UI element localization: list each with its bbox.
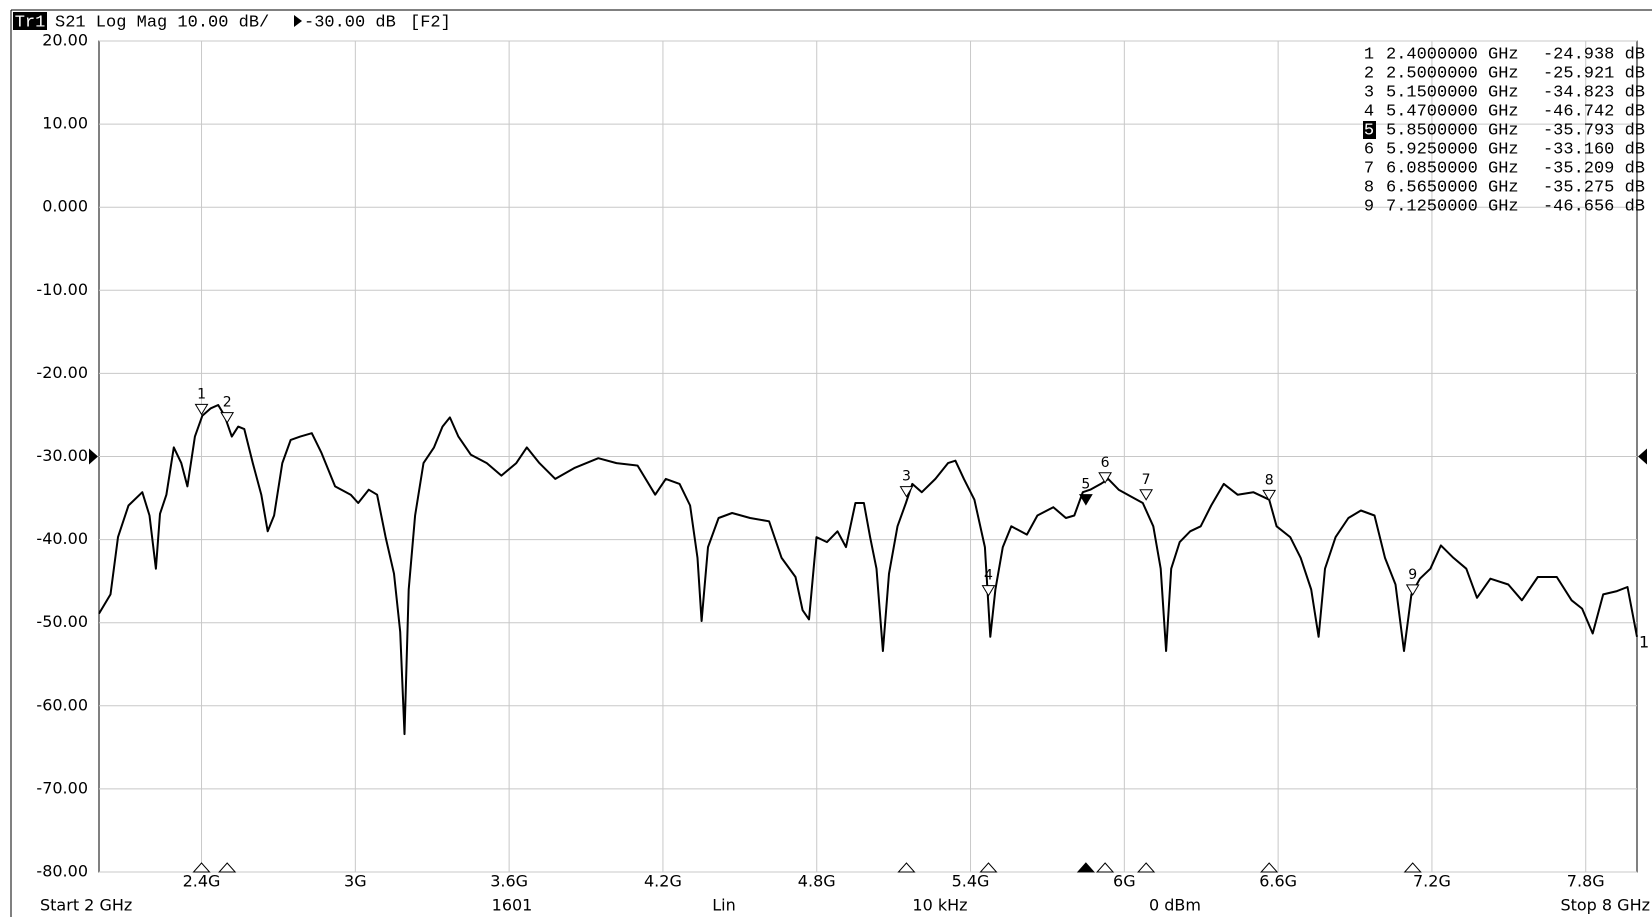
x-tick-label: 2.4G [183,872,221,891]
marker-table-number: 5 [1364,121,1374,140]
marker-number: 7 [1142,472,1151,488]
marker-axis-glyph [1403,862,1422,873]
marker-table-freq: 6.5650000 GHz [1386,178,1519,197]
ref-marker-left [89,448,98,465]
marker-axis-glyph [979,862,998,873]
y-tick-label: -50.00 [36,612,88,631]
marker-axis-glyph [1076,862,1095,873]
x-tick-label: 3G [344,872,367,891]
trace-line [98,404,1638,736]
y-tick-label: -20.00 [36,363,88,382]
marker-table-value: -34.823 dB [1543,83,1645,102]
marker-number: 3 [902,469,911,485]
marker-table-freq: 2.5000000 GHz [1386,64,1519,83]
trace-end-label: 1 [1639,632,1649,651]
y-tick-label: 0.000 [42,197,88,216]
marker-number: 4 [984,568,993,584]
footer-field: Stop 8 GHz [1560,896,1650,915]
x-tick-label: 6G [1113,872,1136,891]
marker-table-number: 8 [1364,178,1374,197]
active-marker-badge [1363,121,1376,139]
y-tick-label: -10.00 [36,280,88,299]
marker-table-value: -35.209 dB [1543,159,1645,178]
marker-table-freq: 7.1250000 GHz [1386,197,1519,216]
marker-table-freq: 6.0850000 GHz [1386,159,1519,178]
marker-glyph [220,412,235,424]
marker-number: 1 [197,386,206,402]
x-tick-label: 5.4G [952,872,990,891]
marker-table-number: 4 [1364,102,1374,121]
marker-axis-glyph [1137,862,1156,873]
marker-table-value: -35.793 dB [1543,121,1645,140]
marker-glyph [1405,584,1420,596]
x-tick-label: 6.6G [1259,872,1297,891]
marker-table-freq: 5.1500000 GHz [1386,83,1519,102]
marker-table-value: -46.742 dB [1543,102,1645,121]
y-tick-label: -70.00 [36,778,88,797]
marker-table-freq: 5.9250000 GHz [1386,140,1519,159]
marker-glyph [1262,489,1277,502]
marker-axis-glyph [1260,862,1279,873]
y-tick-label: -80.00 [36,862,88,881]
marker-glyph [899,486,914,498]
footer-field: Lin [712,896,736,915]
marker-number: 9 [1408,567,1417,583]
y-tick-label: -60.00 [36,695,88,714]
marker-number: 2 [223,395,232,411]
ref-glyph [294,15,302,27]
x-tick-label: 4.8G [798,872,836,891]
channel: [F2] [410,13,451,32]
trace-id: Tr1 [15,13,46,32]
marker-number: 8 [1265,472,1274,488]
y-tick-label: -30.00 [36,446,88,465]
footer-field: 1601 [492,896,533,915]
marker-table-value: -33.160 dB [1543,140,1645,159]
marker-table-value: -25.921 dB [1543,64,1645,83]
marker-number: 5 [1081,477,1090,493]
marker-table-value: -46.656 dB [1543,197,1645,216]
marker-table-value: -35.275 dB [1543,178,1645,197]
x-tick-label: 4.2G [644,872,682,891]
y-tick-label: 20.00 [42,31,88,50]
marker-table-value: -24.938 dB [1543,45,1645,64]
marker-glyph [1079,494,1093,506]
footer-field: 0 dBm [1149,896,1201,915]
marker-axis-glyph [897,862,916,873]
footer-field: 10 kHz [912,896,967,915]
x-tick-label: 7.2G [1413,872,1451,891]
footer-field: Start 2 GHz [40,896,132,915]
marker-table-number: 1 [1364,45,1374,64]
marker-table-number: 7 [1364,159,1374,178]
marker-table-number: 3 [1364,83,1374,102]
marker-number: 6 [1101,455,1110,471]
marker-glyph [194,403,209,416]
marker-glyph [1139,489,1154,501]
marker-axis-glyph [218,862,237,873]
x-tick-label: 3.6G [490,872,528,891]
trace-info: S21 Log Mag 10.00 dB/ [55,13,269,32]
x-tick-label: 7.8G [1567,872,1605,891]
marker-table-number: 6 [1364,140,1374,159]
reference-level: -30.00 dB [304,13,396,32]
marker-table-freq: 2.4000000 GHz [1386,45,1519,64]
marker-table-freq: 5.4700000 GHz [1386,102,1519,121]
marker-glyph [981,585,996,597]
marker-table-freq: 5.8500000 GHz [1386,121,1519,140]
ref-marker-right [1638,448,1647,465]
marker-glyph [1098,472,1112,484]
y-tick-label: 10.00 [42,114,88,133]
marker-table-number: 2 [1364,64,1374,83]
marker-axis-glyph [1095,862,1115,873]
marker-axis-glyph [192,862,211,873]
marker-table-number: 9 [1364,197,1374,216]
trace-badge [13,12,47,30]
y-tick-label: -40.00 [36,529,88,548]
